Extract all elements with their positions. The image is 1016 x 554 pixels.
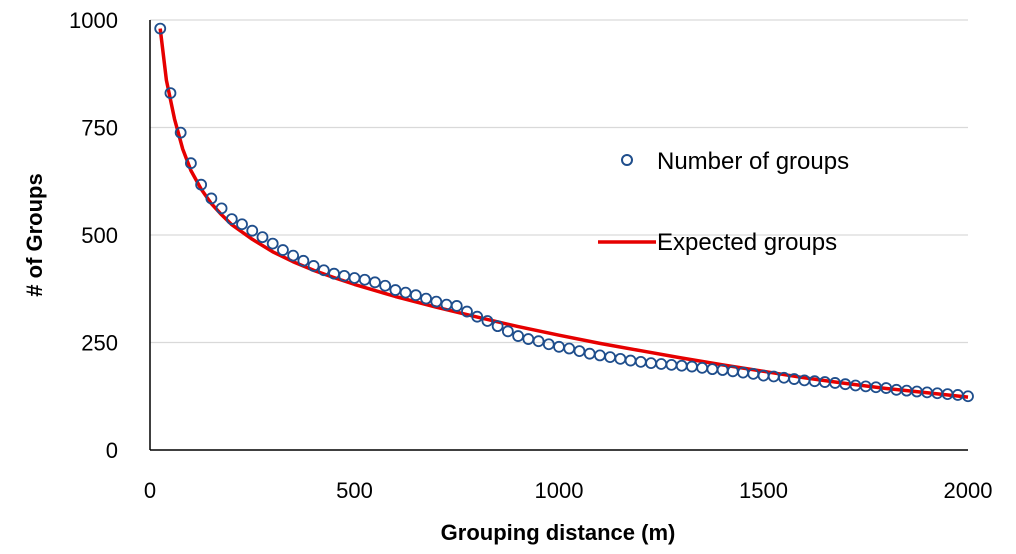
data-point xyxy=(307,260,320,272)
data-point xyxy=(297,254,310,267)
data-point xyxy=(604,351,617,364)
data-point xyxy=(379,279,392,292)
data-point xyxy=(358,273,371,286)
data-point xyxy=(573,345,586,358)
data-point xyxy=(287,249,300,262)
data-point xyxy=(195,178,208,191)
x-axis-title: Grouping distance (m) xyxy=(441,520,676,545)
y-tick-label: 250 xyxy=(81,331,118,356)
data-point xyxy=(399,286,412,299)
legend: Number of groups Expected groups xyxy=(598,148,849,256)
data-point xyxy=(665,358,678,371)
data-point xyxy=(225,213,238,225)
data-point xyxy=(246,224,259,237)
y-axis-title: # of Groups xyxy=(22,173,47,296)
data-point xyxy=(962,390,974,403)
data-point xyxy=(686,360,698,373)
data-point xyxy=(389,284,402,296)
data-point xyxy=(236,218,248,231)
data-point xyxy=(461,305,473,318)
data-point xyxy=(696,361,709,374)
data-point xyxy=(409,289,422,302)
expected-groups-line xyxy=(158,28,969,399)
data-point xyxy=(420,292,432,305)
data-point xyxy=(655,358,668,370)
x-tick-label: 0 xyxy=(144,478,156,503)
number-of-groups-series xyxy=(154,22,974,403)
legend-label-number-of-groups: Number of groups xyxy=(657,148,849,175)
x-tick-label: 1000 xyxy=(535,478,584,503)
data-point xyxy=(542,338,555,351)
data-point xyxy=(256,231,269,244)
data-point xyxy=(215,202,228,215)
data-point xyxy=(624,354,637,367)
data-point xyxy=(450,300,463,312)
y-tick-labels: 0 250 500 750 1000 xyxy=(69,8,118,463)
data-point xyxy=(174,126,187,139)
y-tick-label: 0 xyxy=(106,438,118,463)
data-point xyxy=(583,347,596,360)
data-point xyxy=(154,22,167,35)
data-point xyxy=(430,295,443,308)
data-point xyxy=(706,363,719,376)
x-tick-label: 1500 xyxy=(739,478,788,503)
y-tick-label: 750 xyxy=(81,116,118,141)
data-point xyxy=(481,315,494,327)
x-tick-label: 500 xyxy=(336,478,373,503)
y-tick-label: 500 xyxy=(81,223,118,248)
data-point xyxy=(491,320,504,333)
data-point xyxy=(634,355,647,368)
data-point xyxy=(277,244,289,256)
data-point xyxy=(675,359,688,372)
data-point xyxy=(614,352,627,365)
data-point xyxy=(184,157,197,170)
data-point xyxy=(266,237,279,250)
data-point xyxy=(532,335,545,348)
data-point xyxy=(369,276,381,289)
axes xyxy=(149,20,968,451)
data-point xyxy=(471,310,484,323)
data-point xyxy=(645,357,657,370)
data-point xyxy=(594,349,606,362)
data-point xyxy=(164,87,177,99)
x-tick-label: 2000 xyxy=(944,478,993,503)
y-tick-label: 1000 xyxy=(69,8,118,33)
legend-label-expected-groups: Expected groups xyxy=(657,229,837,256)
data-point xyxy=(501,325,514,338)
legend-marker-number-of-groups xyxy=(621,154,633,166)
data-point xyxy=(205,192,218,205)
data-point xyxy=(512,330,524,342)
gridlines xyxy=(150,19,968,344)
data-point xyxy=(348,272,361,284)
expected-groups-series xyxy=(158,28,969,399)
data-point xyxy=(563,342,576,355)
x-tick-labels: 0 500 1000 1500 2000 xyxy=(144,478,993,503)
data-point xyxy=(317,264,330,277)
data-point xyxy=(553,340,565,353)
